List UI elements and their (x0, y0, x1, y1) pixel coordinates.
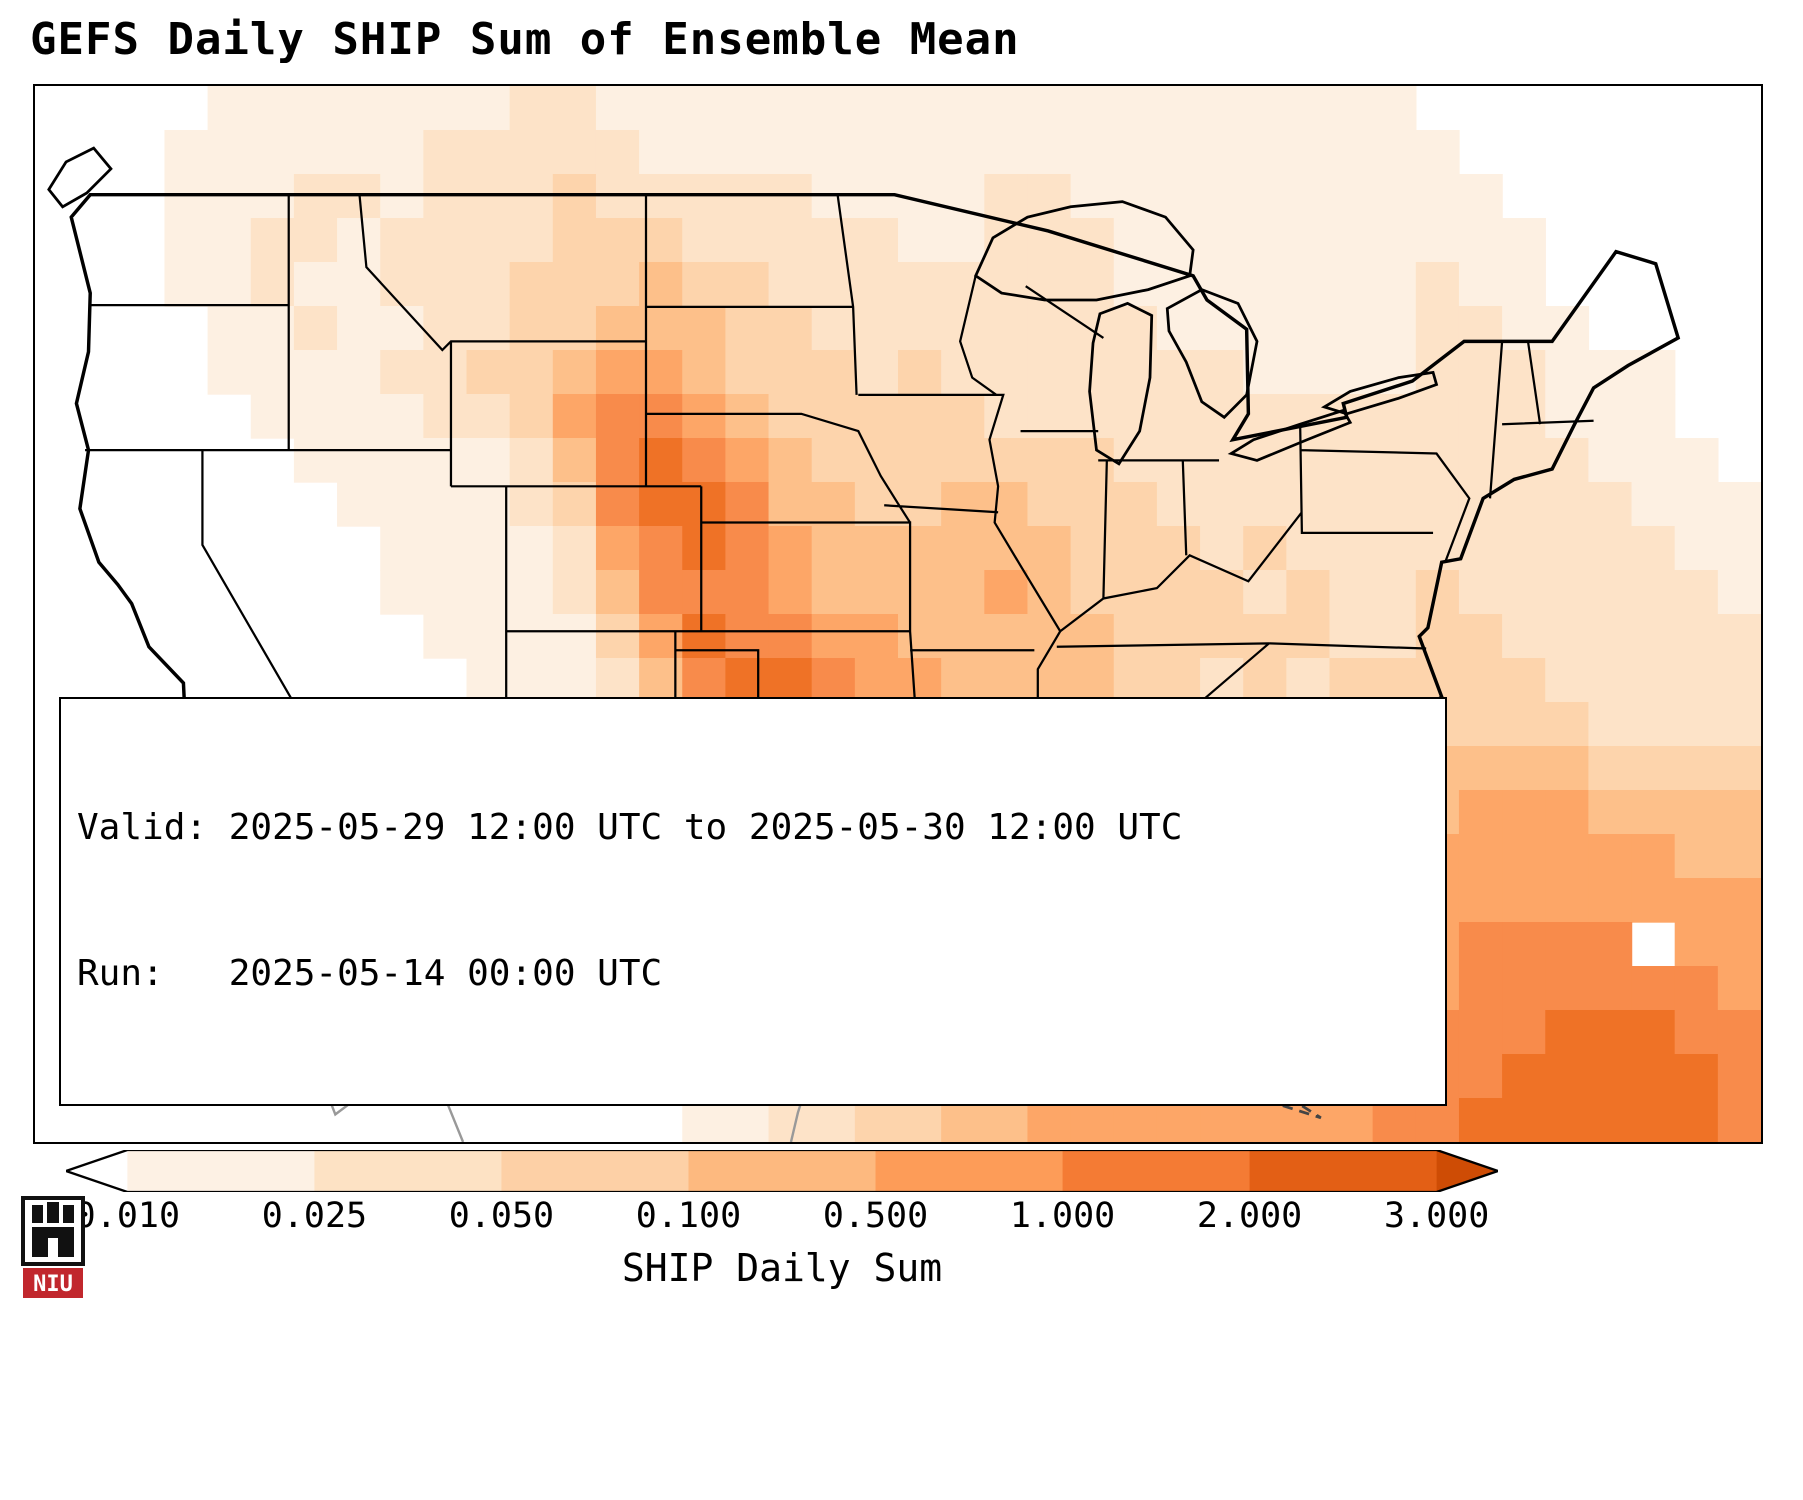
map-panel: Valid: 2025-05-29 12:00 UTC to 2025-05-3… (33, 84, 1763, 1144)
page-title: GEFS Daily SHIP Sum of Ensemble Mean (30, 14, 1020, 65)
colorbar-svg (66, 1150, 1498, 1192)
niu-logo-text: NIU (33, 1272, 73, 1297)
valid-line: Valid: 2025-05-29 12:00 UTC to 2025-05-3… (77, 807, 1183, 849)
colorbar-tick: 3.000 (1383, 1196, 1490, 1236)
great-lakes-outline (973, 200, 1439, 466)
colorbar (66, 1150, 1498, 1192)
colorbar-tick: 0.010 (74, 1196, 181, 1236)
colorbar-tick-row: 0.010 0.025 0.050 0.100 0.500 1.000 2.000 3.000 (66, 1196, 1498, 1240)
valid-run-box: Valid: 2025-05-29 12:00 UTC to 2025-05-3… (59, 697, 1447, 1106)
niu-logo: NIU (21, 1196, 85, 1298)
colorbar-tick: 0.050 (448, 1196, 555, 1236)
colorbar-tick: 1.000 (1009, 1196, 1116, 1236)
colorbar-tick: 0.500 (822, 1196, 929, 1236)
run-line: Run: 2025-05-14 00:00 UTC (77, 953, 663, 995)
colorbar-tick: 2.000 (1196, 1196, 1303, 1236)
colorbar-tick: 0.100 (635, 1196, 742, 1236)
colorbar-tick: 0.025 (261, 1196, 368, 1236)
vancouver-island-outline (47, 146, 113, 209)
colorbar-label: SHIP Daily Sum (621, 1246, 943, 1290)
